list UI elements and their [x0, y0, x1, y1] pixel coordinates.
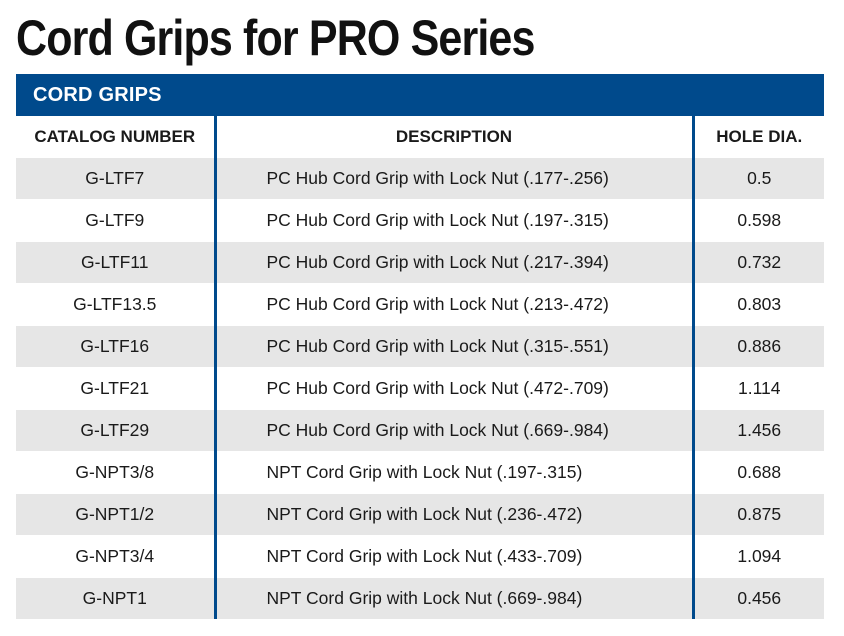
- description-cell: PC Hub Cord Grip with Lock Nut (.217-.39…: [215, 241, 695, 284]
- catalog-number-cell: G-NPT1/2: [16, 493, 217, 536]
- description-cell: PC Hub Cord Grip with Lock Nut (.315-.55…: [215, 325, 695, 368]
- description-cell: NPT Cord Grip with Lock Nut (.433-.709): [215, 535, 695, 578]
- hole-dia-cell: 1.114: [693, 367, 824, 410]
- hole-dia-cell: 0.688: [693, 451, 824, 494]
- hole-dia-cell: 0.5: [693, 157, 824, 200]
- catalog-number-cell: G-LTF13.5: [16, 283, 217, 326]
- table-row: G-LTF16 PC Hub Cord Grip with Lock Nut (…: [16, 325, 824, 368]
- table-row: G-NPT3/4 NPT Cord Grip with Lock Nut (.4…: [16, 535, 824, 578]
- description-cell: NPT Cord Grip with Lock Nut (.669-.984): [215, 577, 695, 619]
- cord-grips-table-section: CORD GRIPS CATALOG NUMBER DESCRIPTION HO…: [16, 74, 824, 619]
- table-row: G-LTF21 PC Hub Cord Grip with Lock Nut (…: [16, 367, 824, 410]
- catalog-number-cell: G-LTF21: [16, 367, 217, 410]
- catalog-number-cell: G-NPT1: [16, 577, 217, 619]
- description-cell: NPT Cord Grip with Lock Nut (.236-.472): [215, 493, 695, 536]
- hole-dia-cell: 0.875: [693, 493, 824, 536]
- description-cell: PC Hub Cord Grip with Lock Nut (.472-.70…: [215, 367, 695, 410]
- table-header-row: CATALOG NUMBER DESCRIPTION HOLE DIA.: [16, 116, 824, 158]
- description-cell: NPT Cord Grip with Lock Nut (.197-.315): [215, 451, 695, 494]
- table-row: G-LTF29 PC Hub Cord Grip with Lock Nut (…: [16, 409, 824, 452]
- catalog-number-cell: G-LTF29: [16, 409, 217, 452]
- catalog-number-cell: G-LTF7: [16, 157, 217, 200]
- table-row: G-NPT3/8 NPT Cord Grip with Lock Nut (.1…: [16, 451, 824, 494]
- column-header-hole-dia: HOLE DIA.: [693, 116, 824, 158]
- table-row: G-LTF9 PC Hub Cord Grip with Lock Nut (.…: [16, 199, 824, 242]
- hole-dia-cell: 1.094: [693, 535, 824, 578]
- table-row: G-LTF7 PC Hub Cord Grip with Lock Nut (.…: [16, 157, 824, 200]
- description-cell: PC Hub Cord Grip with Lock Nut (.213-.47…: [215, 283, 695, 326]
- description-cell: PC Hub Cord Grip with Lock Nut (.197-.31…: [215, 199, 695, 242]
- catalog-number-cell: G-LTF16: [16, 325, 217, 368]
- table-row: G-LTF11 PC Hub Cord Grip with Lock Nut (…: [16, 241, 824, 284]
- page-title: Cord Grips for PRO Series: [16, 10, 535, 66]
- hole-dia-cell: 0.598: [693, 199, 824, 242]
- hole-dia-cell: 0.886: [693, 325, 824, 368]
- description-cell: PC Hub Cord Grip with Lock Nut (.177-.25…: [215, 157, 695, 200]
- table-row: G-LTF13.5 PC Hub Cord Grip with Lock Nut…: [16, 283, 824, 326]
- catalog-number-cell: G-LTF11: [16, 241, 217, 284]
- catalog-number-cell: G-NPT3/8: [16, 451, 217, 494]
- section-header: CORD GRIPS: [16, 74, 824, 116]
- cord-grips-table: CATALOG NUMBER DESCRIPTION HOLE DIA. G-L…: [16, 116, 824, 619]
- column-header-catalog-number: CATALOG NUMBER: [16, 116, 217, 158]
- hole-dia-cell: 1.456: [693, 409, 824, 452]
- hole-dia-cell: 0.732: [693, 241, 824, 284]
- table-row: G-NPT1 NPT Cord Grip with Lock Nut (.669…: [16, 577, 824, 619]
- hole-dia-cell: 0.803: [693, 283, 824, 326]
- catalog-number-cell: G-LTF9: [16, 199, 217, 242]
- hole-dia-cell: 0.456: [693, 577, 824, 619]
- description-cell: PC Hub Cord Grip with Lock Nut (.669-.98…: [215, 409, 695, 452]
- catalog-number-cell: G-NPT3/4: [16, 535, 217, 578]
- table-row: G-NPT1/2 NPT Cord Grip with Lock Nut (.2…: [16, 493, 824, 536]
- column-header-description: DESCRIPTION: [215, 116, 695, 158]
